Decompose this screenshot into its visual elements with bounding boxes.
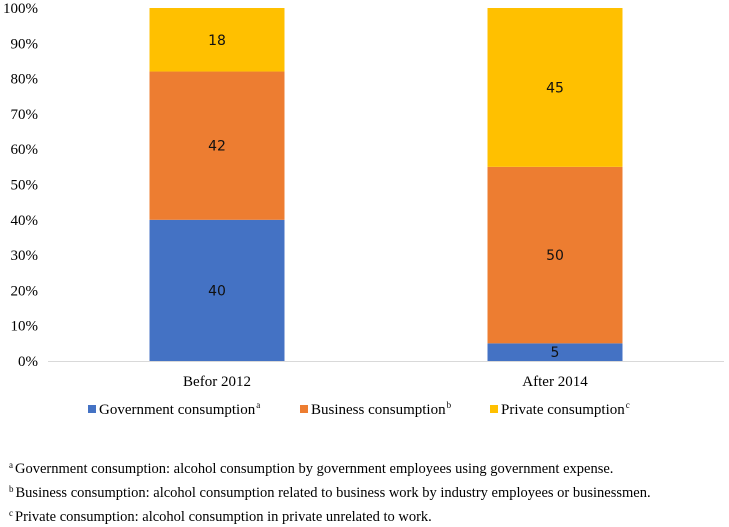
- footnote-a: a Government consumption: alcohol consump…: [9, 455, 724, 479]
- legend-swatch: [88, 405, 96, 413]
- y-tick-label: 0%: [18, 354, 38, 370]
- y-tick-label: 30%: [11, 248, 39, 264]
- footnotes: a Government consumption: alcohol consump…: [9, 455, 724, 527]
- bar-segment: [487, 343, 623, 361]
- bar-segment: [149, 219, 285, 361]
- y-tick-label: 40%: [11, 213, 39, 229]
- bar-segment: [149, 71, 285, 220]
- legend-label: Government consumption: [99, 402, 256, 418]
- footnote-mark: a: [9, 460, 13, 470]
- data-label: 5: [551, 345, 560, 361]
- y-axis: 0% 10% 20% 30% 40% 50% 60% 70% 80% 90% 100%: [3, 1, 38, 370]
- y-tick-label: 60%: [11, 142, 39, 158]
- y-tick-label: 80%: [11, 72, 39, 88]
- stacked-bar-chart: 0% 10% 20% 30% 40% 50% 60% 70% 80% 90% 100% 40 42 18…: [3, 1, 724, 418]
- x-tick-label: Befor 2012: [183, 374, 251, 390]
- legend-swatch: [490, 405, 498, 413]
- y-tick-label: 100%: [3, 1, 38, 17]
- footnote-mark: b: [9, 484, 14, 494]
- data-label: 18: [208, 33, 226, 49]
- data-label: 40: [208, 283, 226, 299]
- x-axis: Befor 2012 After 2014: [48, 361, 724, 390]
- legend-swatch: [300, 405, 308, 413]
- legend-superscript: b: [447, 400, 452, 410]
- bars: 40 42 18 5 50 45: [149, 8, 623, 361]
- data-label: 50: [546, 248, 564, 264]
- legend: Government consumption a Business consumpt…: [88, 400, 630, 418]
- legend-label: Private consumption: [501, 402, 625, 418]
- footnote-c: c Private consumption: alcohol consumptio…: [9, 503, 724, 527]
- y-tick-label: 70%: [11, 107, 39, 123]
- footnote-text: Business consumption: alcohol consumptio…: [15, 485, 651, 501]
- data-label: 45: [546, 80, 564, 96]
- bar-segment: [149, 8, 285, 72]
- footnote-text: Private consumption: alcohol consumption…: [15, 509, 432, 525]
- y-tick-label: 90%: [11, 36, 39, 52]
- footnote-text: Government consumption: alcohol consumpt…: [15, 461, 614, 477]
- data-label: 42: [208, 139, 226, 155]
- y-tick-label: 10%: [11, 319, 39, 335]
- legend-superscript: c: [626, 400, 630, 410]
- legend-superscript: a: [256, 400, 260, 410]
- bar-segment: [487, 8, 623, 167]
- footnote-mark: c: [9, 508, 13, 518]
- x-tick-label: After 2014: [522, 374, 588, 390]
- footnote-b: b Business consumption: alcohol consumpti…: [9, 479, 724, 503]
- bar-segment: [487, 166, 623, 344]
- y-tick-label: 20%: [11, 283, 39, 299]
- y-tick-label: 50%: [11, 178, 39, 194]
- legend-label: Business consumption: [311, 402, 446, 418]
